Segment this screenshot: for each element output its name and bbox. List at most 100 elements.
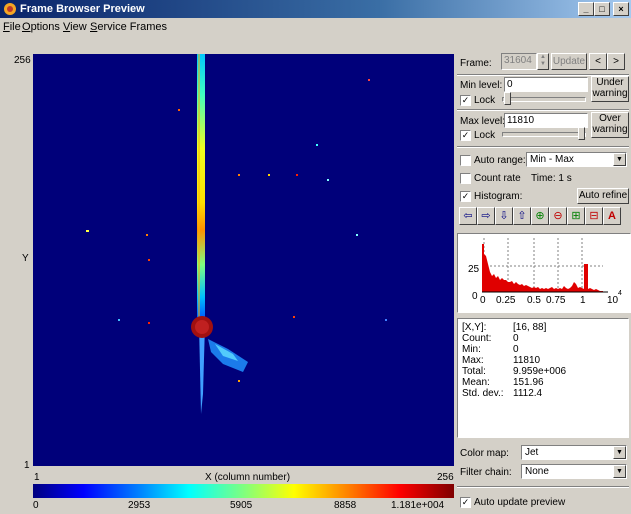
arrow-left-icon[interactable]: ⇦ [459, 207, 477, 225]
frame-number-field[interactable]: 31604 [501, 53, 537, 70]
minimize-button[interactable]: _ [578, 2, 594, 16]
auto-update-label: Auto update preview [474, 497, 566, 508]
hot-pixels [86, 79, 387, 382]
hist-x-label: 0.25 [496, 295, 516, 306]
max-lock-label: Lock [474, 130, 496, 141]
prev-frame-button[interactable]: < [589, 53, 607, 70]
menu-bar: File Options View Service Frames [0, 19, 631, 36]
min-lock-checkbox[interactable]: ✓ [460, 95, 471, 106]
y-axis-bottom-tick: 1 [24, 460, 30, 471]
time-label: Time: 1 s [531, 173, 572, 184]
separator [457, 146, 629, 148]
menu-file[interactable]: File [3, 21, 21, 33]
zoom-in-icon[interactable]: ⊕ [531, 207, 549, 225]
stat-label: Max: [462, 355, 484, 366]
colorbar-tick: 8858 [334, 500, 357, 511]
max-level-slider[interactable] [502, 132, 586, 137]
count-rate-label: Count rate [474, 173, 521, 184]
hist-x-exponent: 4 [618, 290, 622, 297]
hist-y-label: 0 [472, 291, 478, 302]
auto-scale-icon[interactable]: A [603, 207, 621, 225]
statistics-box: [X,Y]: [16, 88] Count: 0 Min: 0 Max: 118… [457, 318, 629, 438]
close-button[interactable]: × [613, 2, 629, 16]
frame-image-canvas [86, 54, 387, 414]
auto-range-checkbox[interactable] [460, 155, 471, 166]
hist-x-label: 0.75 [546, 295, 566, 306]
under-warning-button[interactable]: Under warning [591, 76, 629, 102]
colorbar-tick: 2953 [128, 500, 151, 511]
color-map-select[interactable]: Jet ▼ [521, 445, 627, 460]
hist-x-label: 0 [480, 295, 486, 306]
menu-view[interactable]: View [63, 21, 87, 33]
x-axis-left-tick: 1 [34, 472, 40, 483]
separator [457, 109, 629, 111]
stat-value: 11810 [513, 355, 541, 366]
filter-chain-select[interactable]: None ▼ [521, 464, 627, 479]
arrow-right-icon[interactable]: ⇨ [477, 207, 495, 225]
zoom-reset-icon[interactable]: ⊟ [585, 207, 603, 225]
beam-streak [197, 54, 205, 324]
y-axis-top-tick: 256 [14, 55, 31, 66]
update-button[interactable]: Update [551, 53, 587, 70]
stat-value: 151.96 [513, 377, 544, 388]
histogram-checkbox[interactable]: ✓ [460, 191, 471, 202]
max-level-slider-thumb[interactable] [578, 127, 585, 140]
window-title: Frame Browser Preview [20, 3, 145, 15]
over-warning-button[interactable]: Over warning [591, 112, 629, 138]
next-frame-button[interactable]: > [607, 53, 625, 70]
colorbar-tick: 1.181e+004 [391, 500, 445, 511]
frame-image[interactable] [33, 54, 454, 466]
separator [457, 486, 629, 488]
stat-label: Min: [462, 344, 481, 355]
menu-service-frames[interactable]: Service Frames [90, 21, 168, 33]
filter-chain-label: Filter chain: [460, 467, 512, 478]
max-level-field[interactable]: 11810 [504, 113, 588, 128]
color-map-label: Color map: [460, 448, 509, 459]
auto-range-value: Min - Max [530, 154, 574, 165]
y-axis-label: Y [22, 253, 29, 264]
filter-chain-value: None [525, 466, 549, 477]
max-lock-checkbox[interactable]: ✓ [460, 130, 471, 141]
chevron-down-icon: ▼ [613, 465, 626, 478]
stat-value: 0 [513, 344, 519, 355]
stat-label: Std. dev.: [462, 388, 504, 399]
arrow-down-icon[interactable]: ⇩ [495, 207, 513, 225]
count-rate-checkbox[interactable] [460, 173, 471, 184]
auto-update-checkbox[interactable]: ✓ [460, 497, 471, 508]
auto-refine-button[interactable]: Auto refine [577, 188, 629, 204]
chevron-down-icon: ▼ [613, 153, 626, 166]
max-level-label: Max level: [460, 116, 506, 127]
min-level-slider[interactable] [502, 97, 586, 102]
chevron-down-icon: ▼ [613, 446, 626, 459]
app-icon [4, 3, 16, 15]
stat-label: [X,Y]: [462, 322, 487, 333]
hist-x-label: 10 [607, 295, 619, 306]
frame-spinner[interactable]: ▲ ▼ [537, 53, 549, 70]
scatter-plume-core [215, 344, 238, 361]
histogram-toolbar: ⇦ ⇨ ⇩ ⇧ ⊕ ⊖ ⊞ ⊟ A [459, 207, 629, 225]
menu-options[interactable]: Options [22, 21, 60, 33]
zoom-fit-icon[interactable]: ⊞ [567, 207, 585, 225]
x-axis-right-tick: 256 [437, 472, 454, 483]
separator [457, 74, 629, 76]
maximize-button[interactable]: □ [594, 2, 610, 16]
frame-label: Frame: [460, 58, 492, 69]
stat-value: 9.959e+006 [513, 366, 567, 377]
title-bar: Frame Browser Preview _ □ × [0, 0, 631, 18]
color-map-value: Jet [525, 447, 539, 458]
min-level-slider-thumb[interactable] [504, 92, 511, 105]
beam-core [198, 54, 200, 324]
arrow-up-icon[interactable]: ⇧ [513, 207, 531, 225]
stat-label: Count: [462, 333, 492, 344]
hist-y-label: 25 [468, 264, 480, 275]
histogram-label: Histogram: [474, 191, 523, 202]
stat-value: 0 [513, 333, 519, 344]
histogram-chart[interactable]: 25 0 0 0.25 0.5 0.75 1 10 4 [457, 233, 631, 313]
min-level-field[interactable]: 0 [504, 77, 588, 92]
colorbar [33, 484, 454, 498]
histogram-svg [482, 238, 608, 293]
stat-value: 1112.4 [513, 388, 543, 399]
hist-x-label: 1 [580, 295, 586, 306]
zoom-out-icon[interactable]: ⊖ [549, 207, 567, 225]
auto-range-select[interactable]: Min - Max ▼ [526, 152, 627, 167]
